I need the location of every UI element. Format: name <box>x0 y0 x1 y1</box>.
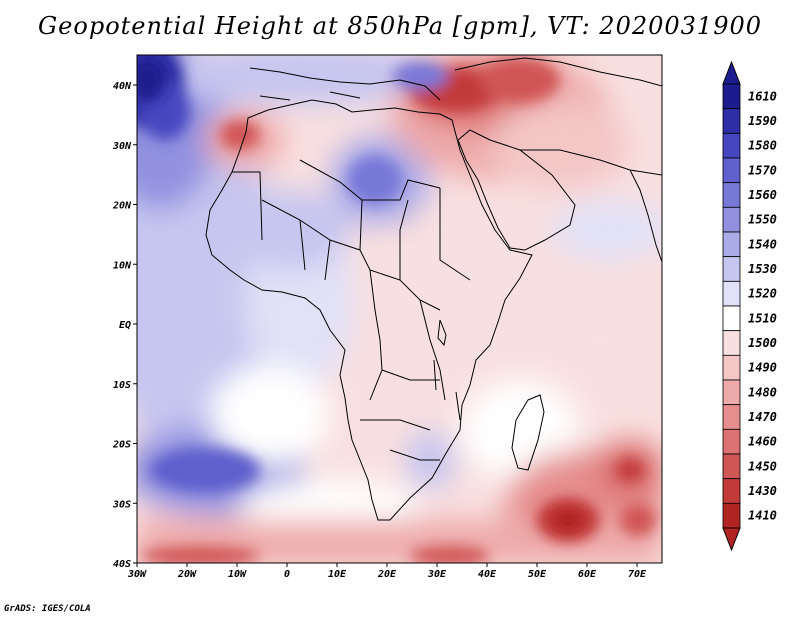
colorbar-swatch <box>722 502 741 529</box>
lon-tick-label: 20E <box>377 569 397 580</box>
colorbar-level-label: 1430 <box>748 484 777 498</box>
lat-tick-label: 20S <box>112 440 131 451</box>
colorbar-top-arrow <box>722 60 741 85</box>
latitude-axis: 40N 30N 20N 10N EQ 10S 20S 30S 40S <box>112 81 137 570</box>
colorbar-level-label: 1610 <box>748 89 777 103</box>
colorbar-swatch <box>722 231 741 258</box>
longitude-axis: 30W 20W 10W 0 10E 20E 30E 40E 50E 60E 70E <box>127 563 647 580</box>
colorbar-swatch <box>722 453 741 480</box>
lat-tick-label: 30S <box>112 499 131 510</box>
lon-tick-label: 10E <box>328 569 347 580</box>
colorbar-swatch <box>722 330 741 356</box>
colorbar-swatch <box>722 83 741 110</box>
colorbar-swatch <box>722 428 741 455</box>
colorbar-level-label: 1580 <box>748 139 777 153</box>
colorbar-level-label: 1470 <box>748 410 777 424</box>
colorbar-swatch <box>722 354 741 381</box>
lon-tick-label: 30W <box>127 569 147 580</box>
lon-tick-label: 0 <box>284 569 290 580</box>
colorbar-level-label: 1460 <box>748 435 777 449</box>
colorbar-level-label: 1450 <box>748 459 777 473</box>
coastlines <box>205 57 662 521</box>
lat-tick-label: EQ <box>119 320 131 331</box>
lat-tick-label: 20N <box>112 201 132 212</box>
colorbar-level-label: 1540 <box>748 237 777 251</box>
colorbar-swatch <box>722 404 741 430</box>
colorbar-level-label: 1510 <box>748 311 777 325</box>
colorbar-level-label: 1590 <box>748 114 777 128</box>
colorbar-level-label: 1530 <box>748 262 777 276</box>
colorbar-swatch <box>722 256 741 282</box>
lon-tick-label: 20W <box>177 569 197 580</box>
colorbar-swatch <box>722 379 741 406</box>
colorbar-level-label: 1410 <box>748 509 777 523</box>
colorbar-swatch <box>722 305 741 332</box>
credit-text: GrADS: IGES/COLA <box>4 604 91 614</box>
colorbar-bottom-arrow <box>722 527 741 552</box>
lat-tick-label: 30N <box>112 141 132 152</box>
lon-tick-label: 70E <box>628 569 647 580</box>
colorbar-level-label: 1570 <box>748 163 777 177</box>
colorbar-level-label: 1560 <box>748 188 777 202</box>
colorbar-level-label: 1500 <box>748 336 777 350</box>
colorbar-level-label: 1550 <box>748 213 777 227</box>
lon-tick-label: 40E <box>478 569 497 580</box>
colorbar-swatch <box>722 108 741 134</box>
colorbar-swatch <box>722 280 741 307</box>
colorbar-swatch <box>722 206 741 233</box>
colorbar-level-label: 1490 <box>748 361 777 375</box>
map-title: Geopotential Height at 850hPa [gpm], VT:… <box>38 12 762 40</box>
colorbar-swatch <box>722 478 741 504</box>
colorbar-swatch <box>722 132 741 159</box>
lon-tick-label: 50E <box>528 569 547 580</box>
height-field <box>137 55 662 563</box>
colorbar-swatch <box>722 182 741 208</box>
lon-tick-label: 30E <box>427 569 447 580</box>
colorbar-swatch <box>722 157 741 184</box>
lon-tick-label: 10W <box>228 569 247 580</box>
lat-tick-label: 40S <box>113 559 131 570</box>
colorbar-level-label: 1480 <box>748 385 777 399</box>
colorbar: 1610 1590 1580 1570 1560 1550 1540 1530 1520 1510… <box>722 60 777 552</box>
colorbar-level-label: 1520 <box>748 287 777 301</box>
plot-frame <box>136 54 663 564</box>
lat-tick-label: 40N <box>113 81 132 92</box>
lon-tick-label: 60E <box>578 569 597 580</box>
lat-tick-label: 10S <box>113 380 131 391</box>
lat-tick-label: 10N <box>113 260 132 271</box>
